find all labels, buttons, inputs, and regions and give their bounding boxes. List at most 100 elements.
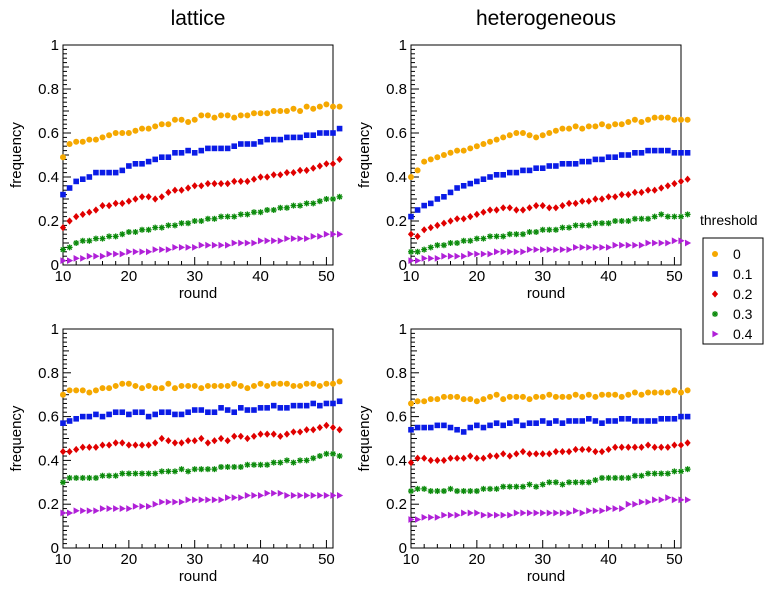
data-point <box>645 215 652 222</box>
data-point <box>414 454 421 462</box>
data-point <box>132 441 139 449</box>
data-point <box>526 246 534 253</box>
data-point <box>132 248 140 256</box>
data-point <box>73 474 80 481</box>
data-point <box>658 389 665 396</box>
data-point <box>625 218 632 224</box>
data-point <box>526 204 533 212</box>
data-point <box>211 437 218 445</box>
data-point <box>619 241 626 249</box>
data-point <box>605 154 612 160</box>
data-point <box>237 211 244 218</box>
data-point <box>171 439 179 447</box>
series-0.3 <box>60 193 343 253</box>
series-0 <box>60 378 343 398</box>
data-point <box>316 103 323 110</box>
data-point <box>297 382 304 389</box>
data-point <box>264 461 271 468</box>
data-point <box>330 130 336 136</box>
x-tick-label: 50 <box>666 551 683 568</box>
data-point <box>486 206 494 214</box>
data-point <box>185 382 192 389</box>
data-point <box>198 385 205 392</box>
data-point <box>119 250 126 258</box>
data-point <box>185 244 192 251</box>
data-point <box>172 244 179 251</box>
data-point <box>553 418 559 424</box>
data-point <box>264 136 270 143</box>
data-point <box>165 437 172 445</box>
data-point <box>59 448 67 456</box>
data-point <box>231 213 238 220</box>
data-point <box>513 169 520 176</box>
data-point <box>125 197 132 205</box>
data-point <box>132 470 139 477</box>
data-point <box>297 202 304 209</box>
data-point <box>440 219 448 227</box>
y-axis-label: frequency <box>356 122 373 188</box>
y-tick-label: 1 <box>399 321 407 338</box>
series-0.2 <box>59 155 343 232</box>
data-point <box>119 167 126 174</box>
data-point <box>79 237 86 244</box>
data-point <box>500 248 507 256</box>
x-tick-label: 30 <box>186 551 203 568</box>
data-point <box>579 244 586 251</box>
data-point <box>211 114 218 121</box>
data-point <box>638 498 646 506</box>
data-point <box>283 430 291 438</box>
data-point <box>506 231 513 238</box>
data-point <box>86 413 93 420</box>
legend-entry: 0.1 <box>712 266 753 282</box>
data-point <box>421 158 428 165</box>
data-point <box>645 116 652 123</box>
data-point <box>566 418 572 424</box>
data-point <box>460 147 467 154</box>
data-point <box>99 413 106 420</box>
data-point <box>506 420 513 426</box>
data-point <box>493 420 500 426</box>
data-point <box>251 492 258 499</box>
data-point <box>73 213 80 221</box>
data-point <box>132 127 139 134</box>
data-point <box>284 405 290 411</box>
data-point <box>487 485 494 492</box>
data-point <box>218 463 225 470</box>
data-point <box>60 479 66 486</box>
data-point <box>178 439 185 447</box>
data-point <box>586 244 593 251</box>
data-point <box>632 418 638 424</box>
data-point <box>421 255 428 262</box>
data-point <box>453 454 461 462</box>
data-point <box>119 409 126 416</box>
data-point <box>533 450 540 458</box>
data-point <box>92 474 99 481</box>
series-0 <box>408 114 691 180</box>
data-point <box>171 186 179 194</box>
y-tick-label: 0.6 <box>386 125 407 142</box>
data-point <box>250 461 257 468</box>
data-point <box>454 252 461 260</box>
data-point <box>185 437 192 445</box>
data-point <box>251 239 258 247</box>
series-0.4 <box>60 230 344 264</box>
data-point <box>552 204 559 212</box>
data-point <box>257 110 264 117</box>
y-tick-label: 0.6 <box>386 409 407 426</box>
data-point <box>119 439 126 447</box>
data-point <box>427 456 434 464</box>
data-point <box>185 409 191 416</box>
data-point <box>297 108 304 114</box>
y-tick-label: 0.6 <box>38 125 59 142</box>
data-point <box>539 132 546 139</box>
data-point <box>546 509 553 517</box>
data-point <box>658 211 665 218</box>
data-point <box>579 479 586 486</box>
data-point <box>539 481 546 488</box>
data-point <box>323 230 331 238</box>
data-point <box>231 114 238 121</box>
data-point <box>330 450 336 457</box>
data-point <box>336 103 343 110</box>
data-point <box>461 252 468 260</box>
data-point <box>453 215 461 223</box>
